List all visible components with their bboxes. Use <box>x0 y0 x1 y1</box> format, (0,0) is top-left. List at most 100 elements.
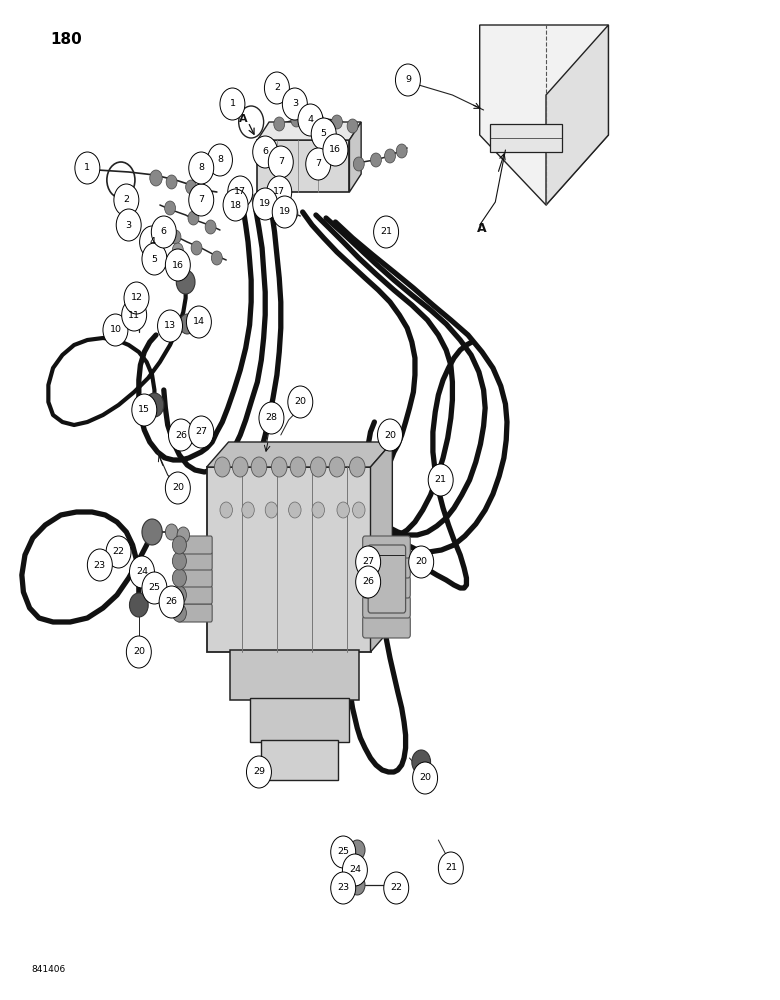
Circle shape <box>75 152 100 184</box>
Polygon shape <box>370 442 392 652</box>
Text: 23: 23 <box>94 560 106 570</box>
Circle shape <box>114 184 139 216</box>
Polygon shape <box>546 25 608 205</box>
Circle shape <box>356 546 381 578</box>
Circle shape <box>189 184 214 216</box>
Circle shape <box>310 457 326 477</box>
Circle shape <box>145 393 164 417</box>
Circle shape <box>337 502 349 518</box>
Circle shape <box>220 502 232 518</box>
Text: 20: 20 <box>384 430 396 440</box>
FancyBboxPatch shape <box>178 569 212 587</box>
Circle shape <box>150 170 162 186</box>
Text: 20: 20 <box>415 558 427 566</box>
Polygon shape <box>349 122 361 192</box>
Text: 20: 20 <box>294 397 307 406</box>
Circle shape <box>172 569 186 587</box>
Text: 15: 15 <box>138 406 151 414</box>
Circle shape <box>189 416 214 448</box>
Text: 5: 5 <box>151 254 158 263</box>
Text: 1: 1 <box>229 100 236 108</box>
Circle shape <box>428 464 453 496</box>
Circle shape <box>232 457 248 477</box>
FancyBboxPatch shape <box>178 536 212 554</box>
Text: A: A <box>239 114 247 124</box>
Circle shape <box>374 216 399 248</box>
Circle shape <box>165 249 190 281</box>
Circle shape <box>106 536 131 568</box>
Circle shape <box>253 136 278 168</box>
Text: 13: 13 <box>164 322 176 330</box>
Circle shape <box>140 226 165 258</box>
Text: 9: 9 <box>405 76 411 85</box>
Circle shape <box>166 175 177 189</box>
Text: 7: 7 <box>315 159 321 168</box>
Text: 7: 7 <box>278 157 284 166</box>
Text: 8: 8 <box>217 155 223 164</box>
Circle shape <box>347 119 358 133</box>
Polygon shape <box>207 442 392 467</box>
FancyBboxPatch shape <box>363 616 410 638</box>
Circle shape <box>223 189 248 221</box>
Circle shape <box>172 604 186 622</box>
Text: 27: 27 <box>362 558 374 566</box>
Circle shape <box>170 230 181 244</box>
Circle shape <box>384 872 409 904</box>
Circle shape <box>189 152 214 184</box>
Circle shape <box>412 750 431 774</box>
Text: 7: 7 <box>198 196 204 205</box>
Circle shape <box>228 176 253 208</box>
Circle shape <box>274 117 285 131</box>
Circle shape <box>331 836 356 868</box>
Text: 6: 6 <box>161 228 167 236</box>
Circle shape <box>205 220 216 234</box>
Circle shape <box>396 144 407 158</box>
Text: 19: 19 <box>259 200 271 209</box>
Circle shape <box>388 873 407 897</box>
FancyBboxPatch shape <box>490 124 562 152</box>
Text: 27: 27 <box>195 428 207 436</box>
Circle shape <box>385 149 395 163</box>
Circle shape <box>188 211 199 225</box>
FancyBboxPatch shape <box>257 140 349 192</box>
Text: 3: 3 <box>126 221 132 230</box>
Circle shape <box>179 314 195 334</box>
Circle shape <box>353 502 365 518</box>
Circle shape <box>413 762 438 794</box>
Circle shape <box>329 457 345 477</box>
FancyBboxPatch shape <box>178 552 212 570</box>
Circle shape <box>323 134 348 166</box>
Text: 17: 17 <box>234 188 246 196</box>
Circle shape <box>289 502 301 518</box>
Circle shape <box>186 306 211 338</box>
Circle shape <box>132 394 157 426</box>
Circle shape <box>133 304 145 320</box>
Circle shape <box>211 251 222 265</box>
Circle shape <box>267 176 292 208</box>
Circle shape <box>215 457 230 477</box>
Circle shape <box>349 875 365 895</box>
Circle shape <box>370 153 381 167</box>
Circle shape <box>288 386 313 418</box>
Text: 4: 4 <box>149 237 155 246</box>
Text: 4: 4 <box>307 115 314 124</box>
FancyBboxPatch shape <box>230 650 359 700</box>
Text: 12: 12 <box>130 294 143 302</box>
Circle shape <box>158 310 183 342</box>
Text: 5: 5 <box>321 129 327 138</box>
Circle shape <box>356 566 381 598</box>
Circle shape <box>264 72 289 104</box>
Circle shape <box>129 593 148 617</box>
Circle shape <box>349 858 365 878</box>
Text: A: A <box>477 222 487 235</box>
Text: 24: 24 <box>136 568 148 576</box>
FancyBboxPatch shape <box>250 698 349 742</box>
Circle shape <box>124 282 149 314</box>
Circle shape <box>176 270 195 294</box>
Text: 2: 2 <box>274 84 280 93</box>
FancyBboxPatch shape <box>178 586 212 604</box>
Circle shape <box>331 872 356 904</box>
Circle shape <box>265 502 278 518</box>
Text: 21: 21 <box>380 228 392 236</box>
Text: 16: 16 <box>172 260 184 269</box>
